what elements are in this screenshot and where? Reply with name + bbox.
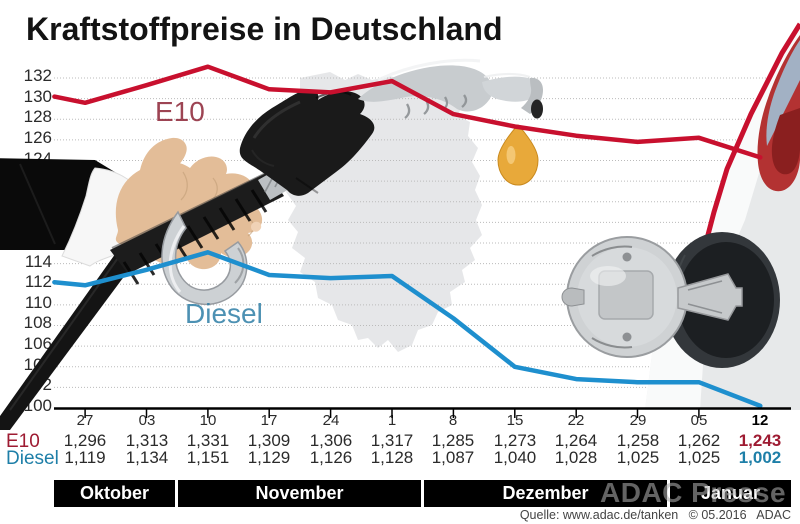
- svg-text:E10: E10: [155, 96, 205, 127]
- svg-text:Diesel: Diesel: [185, 298, 263, 329]
